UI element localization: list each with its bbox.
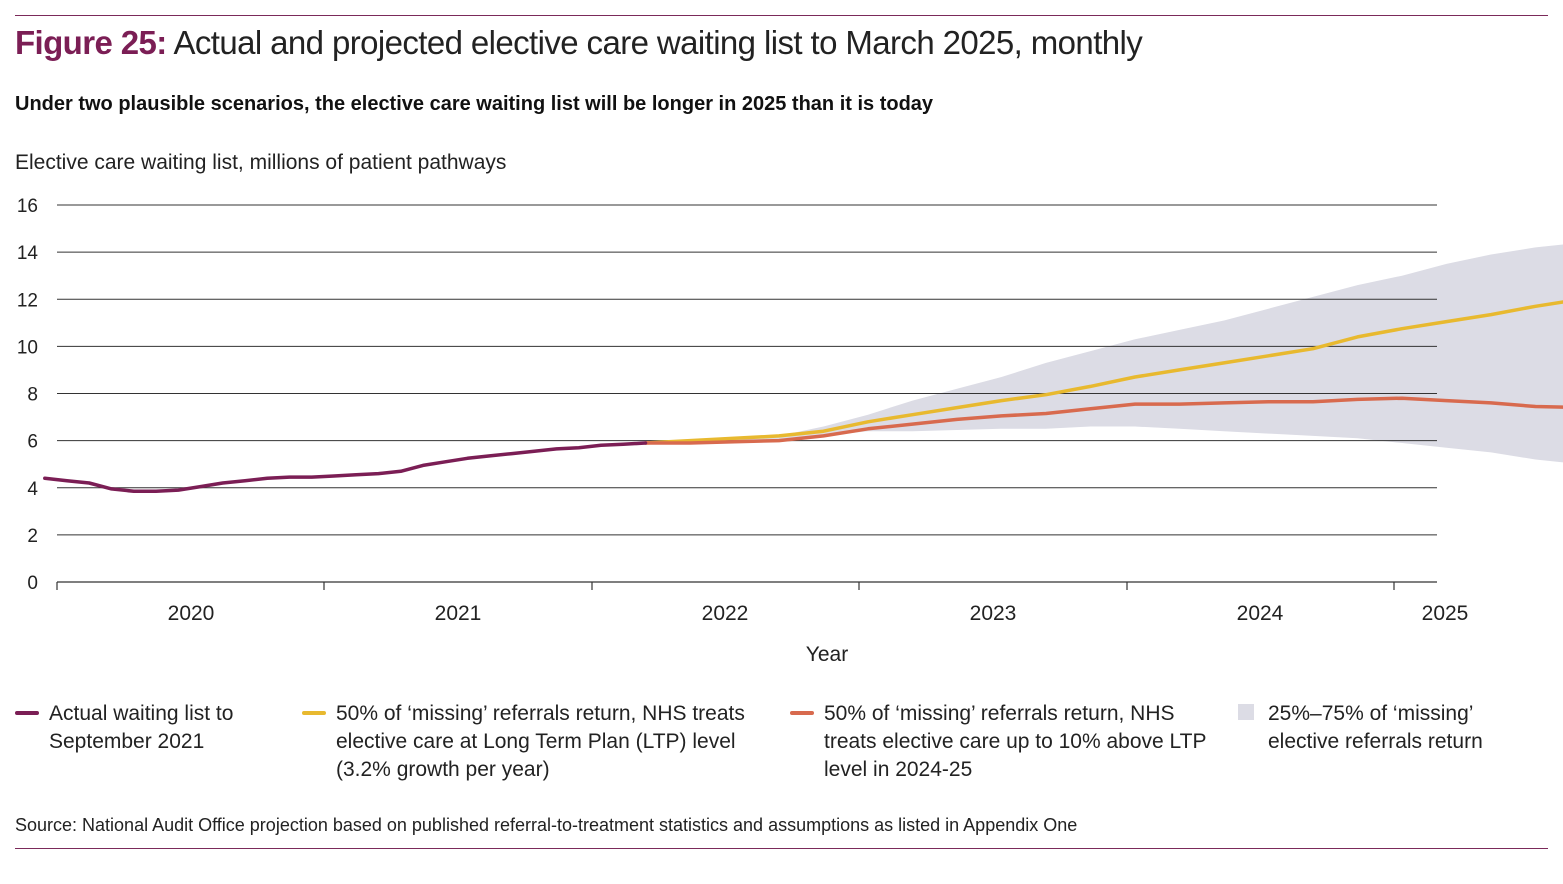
y-tick-label: 4 [27, 479, 38, 500]
y-tick-label: 14 [17, 243, 39, 264]
x-tick-label: 2022 [702, 602, 749, 625]
y-tick-label: 0 [27, 573, 38, 594]
y-tick-label: 16 [17, 196, 38, 217]
source-note: Source: National Audit Office projection… [15, 815, 1078, 835]
x-tick-label: 2020 [168, 602, 215, 625]
series-ltp-plus-10-line [643, 396, 1563, 445]
legend-swatch-ltp [302, 711, 326, 715]
y-tick-label: 6 [27, 432, 38, 453]
figure-label: Figure 25: [15, 24, 167, 61]
figure-subtitle: Under two plausible scenarios, the elect… [15, 93, 934, 115]
projection-band [645, 244, 1563, 463]
series-ltp-line [643, 300, 1563, 445]
legend-swatch-actual [15, 711, 39, 715]
legend-label-ltp: 50% of ‘missing’ referrals return, NHS t… [336, 702, 745, 781]
axis-layer: 0 2 4 6 8 10 12 14 16 2020 2021 2022 2023 2024 2025 Yea… [17, 196, 1469, 666]
legend-label-band: 25%–75% of ‘missing’ elective referrals … [1268, 702, 1483, 753]
y-tick-label: 8 [27, 385, 38, 406]
legend-swatch-ltp-plus-10 [790, 711, 814, 715]
y-tick-label: 2 [27, 526, 38, 547]
legend-label-ltp-plus-10: 50% of ‘missing’ referrals return, NHS t… [824, 702, 1207, 781]
x-axis-title: Year [806, 643, 848, 666]
x-tick-label: 2025 [1422, 602, 1469, 625]
x-tick-label: 2024 [1237, 602, 1284, 625]
series-actual-line [43, 441, 648, 494]
band-layer [645, 244, 1563, 463]
x-tick-label: 2021 [435, 602, 482, 625]
figure-title-text: Actual and projected elective care waiti… [173, 24, 1143, 61]
bottom-rule [15, 848, 1548, 849]
series-layer [43, 300, 1563, 494]
y-axis-title: Elective care waiting list, millions of … [15, 151, 507, 174]
y-tick-label: 10 [17, 337, 38, 358]
figure-title: Figure 25: Actual and projected elective… [15, 24, 1143, 62]
grid-layer [57, 204, 1437, 583]
y-tick-label: 12 [17, 290, 38, 311]
x-tick-label: 2023 [970, 602, 1017, 625]
legend-label-actual: Actual waiting list to September 2021 [49, 702, 234, 753]
legend-swatch-band [1238, 704, 1254, 720]
top-rule [15, 15, 1548, 16]
